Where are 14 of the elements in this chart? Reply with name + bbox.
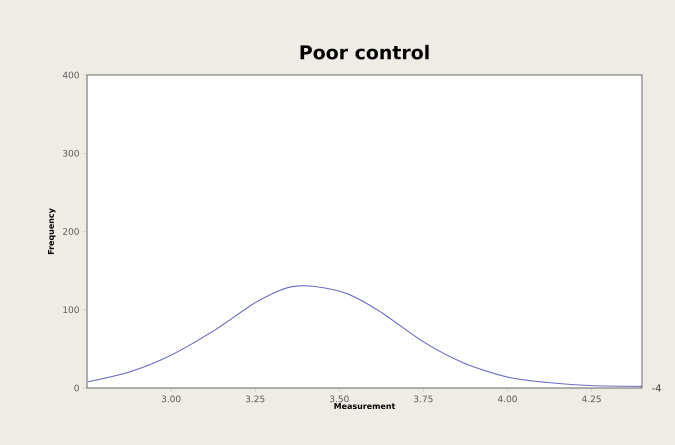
y-tick-label: 100 xyxy=(63,306,79,314)
line-series xyxy=(87,285,643,387)
x-tick-label: 3.25 xyxy=(246,396,264,402)
x-tick-label: 3.50 xyxy=(330,396,349,402)
y-tick-label: 300 xyxy=(63,150,79,157)
chart-title: Poor control xyxy=(300,44,429,60)
x-tick-label: 3.00 xyxy=(162,396,180,402)
x-tick-label: 4.25 xyxy=(582,396,601,402)
y-tick-label: 0 xyxy=(74,384,79,392)
y-tick-label: 400 xyxy=(62,72,79,78)
x-tick-label: 3.75 xyxy=(414,396,433,402)
y-tick-label: 200 xyxy=(63,228,79,235)
x-tick-label: 4.00 xyxy=(498,396,517,402)
text: -4 xyxy=(652,384,661,392)
